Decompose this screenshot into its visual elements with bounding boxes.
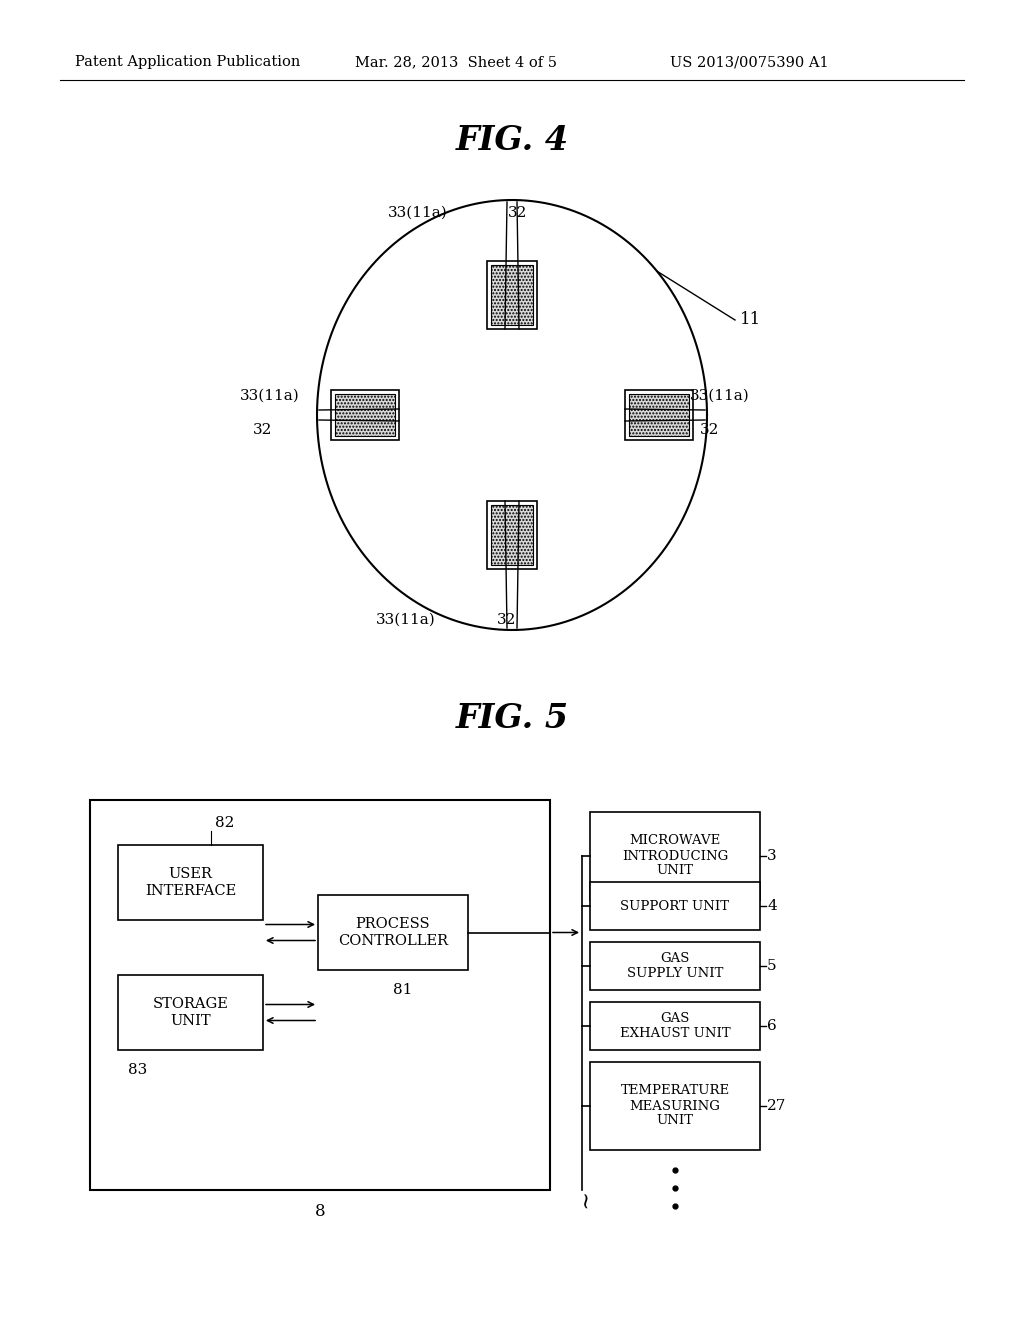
Bar (590, 1063, 760, 1150)
Text: 4: 4 (767, 899, 777, 913)
Text: 6: 6 (767, 1019, 777, 1034)
Bar (590, 942, 760, 990)
Text: 32: 32 (508, 206, 527, 220)
Text: 32: 32 (497, 612, 516, 627)
Text: 11: 11 (740, 312, 761, 329)
Text: FIG. 4: FIG. 4 (456, 124, 568, 157)
Bar (90, 800, 550, 1191)
Bar (318, 895, 468, 970)
Text: Patent Application Publication: Patent Application Publication (75, 55, 300, 69)
Bar (335, 393, 395, 436)
Bar (118, 975, 263, 1049)
Text: 83: 83 (128, 1063, 147, 1077)
Text: GAS
EXHAUST UNIT: GAS EXHAUST UNIT (620, 1012, 730, 1040)
Text: 33(11a): 33(11a) (240, 389, 300, 403)
Text: 5: 5 (767, 960, 776, 973)
Text: Mar. 28, 2013  Sheet 4 of 5: Mar. 28, 2013 Sheet 4 of 5 (355, 55, 557, 69)
Text: 32: 32 (253, 422, 272, 437)
Text: 33(11a): 33(11a) (376, 612, 436, 627)
Text: 33(11a): 33(11a) (388, 206, 449, 220)
Text: TEMPERATURE
MEASURING
UNIT: TEMPERATURE MEASURING UNIT (621, 1085, 729, 1127)
Bar (487, 502, 537, 569)
Bar (490, 265, 534, 325)
Bar (625, 389, 693, 440)
Text: 3: 3 (767, 849, 776, 863)
Text: STORAGE
UNIT: STORAGE UNIT (153, 998, 228, 1027)
Text: 8: 8 (314, 1204, 326, 1221)
Bar (629, 393, 689, 436)
Text: FIG. 5: FIG. 5 (456, 701, 568, 734)
Text: GAS
SUPPLY UNIT: GAS SUPPLY UNIT (627, 952, 723, 979)
Bar (490, 506, 534, 565)
Bar (331, 389, 399, 440)
Text: 82: 82 (215, 816, 234, 830)
Bar (590, 1002, 760, 1049)
Text: US 2013/0075390 A1: US 2013/0075390 A1 (670, 55, 828, 69)
Text: 33(11a): 33(11a) (690, 389, 750, 403)
Bar (118, 845, 263, 920)
Text: SUPPORT UNIT: SUPPORT UNIT (621, 899, 729, 912)
Text: USER
INTERFACE: USER INTERFACE (144, 867, 237, 898)
Bar (487, 261, 537, 329)
Text: MICROWAVE
INTRODUCING
UNIT: MICROWAVE INTRODUCING UNIT (622, 834, 728, 878)
Text: 81: 81 (393, 983, 413, 997)
Text: 27: 27 (767, 1100, 786, 1113)
Text: ∼: ∼ (571, 1193, 593, 1212)
Text: 32: 32 (700, 422, 720, 437)
Text: PROCESS
CONTROLLER: PROCESS CONTROLLER (338, 917, 449, 948)
Bar (590, 882, 760, 931)
Bar (590, 812, 760, 900)
